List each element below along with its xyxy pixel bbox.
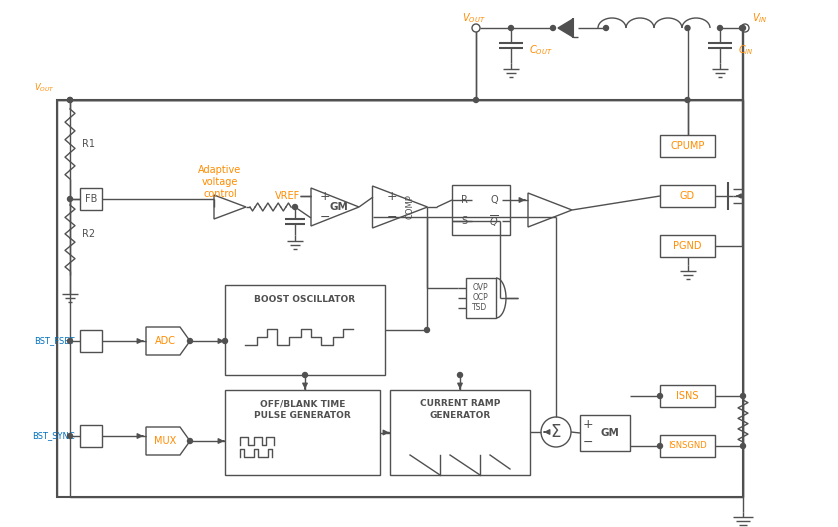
Circle shape <box>741 444 746 448</box>
Bar <box>225 285 385 375</box>
Circle shape <box>425 327 430 333</box>
Text: OVP: OVP <box>472 284 488 292</box>
Text: FB: FB <box>85 194 97 204</box>
Bar <box>660 135 715 157</box>
Bar <box>660 385 715 407</box>
Bar <box>580 415 630 451</box>
Circle shape <box>188 438 193 444</box>
Text: ISNSGND: ISNSGND <box>668 442 707 451</box>
Text: GENERATOR: GENERATOR <box>429 411 490 419</box>
Text: VREF: VREF <box>275 191 300 201</box>
Text: Adaptive: Adaptive <box>199 165 241 175</box>
Bar <box>80 330 102 352</box>
Circle shape <box>551 25 556 31</box>
Circle shape <box>685 25 690 31</box>
Bar <box>390 390 530 475</box>
Circle shape <box>658 444 663 448</box>
Text: ISNS: ISNS <box>676 391 699 401</box>
Text: $V_{OUT}$: $V_{OUT}$ <box>34 82 55 94</box>
Circle shape <box>685 97 690 102</box>
Text: control: control <box>203 189 237 199</box>
Text: $\overline{Q}$: $\overline{Q}$ <box>489 213 499 229</box>
Bar <box>452 185 510 235</box>
Text: MUX: MUX <box>154 436 176 446</box>
Bar <box>80 188 102 210</box>
Text: BST_SYNC: BST_SYNC <box>32 432 75 441</box>
Circle shape <box>458 373 463 377</box>
Text: BOOST OSCILLATOR: BOOST OSCILLATOR <box>255 295 355 304</box>
Text: TSD: TSD <box>473 304 488 313</box>
Text: +: + <box>319 190 330 203</box>
Text: −: − <box>320 210 330 223</box>
Circle shape <box>603 25 608 31</box>
Text: +: + <box>582 418 593 432</box>
Text: −: − <box>387 210 397 223</box>
Circle shape <box>472 24 480 32</box>
Circle shape <box>658 394 663 398</box>
Text: Q: Q <box>490 195 498 205</box>
Text: GM: GM <box>329 202 349 212</box>
Text: $V_{IN}$: $V_{IN}$ <box>753 11 768 25</box>
Circle shape <box>741 24 749 32</box>
Text: voltage: voltage <box>202 177 238 187</box>
Text: OCP: OCP <box>472 294 488 302</box>
Text: $C_{OUT}$: $C_{OUT}$ <box>529 43 553 57</box>
Text: Σ: Σ <box>551 423 561 441</box>
Polygon shape <box>373 186 427 228</box>
Bar <box>660 235 715 257</box>
Text: −: − <box>582 435 593 448</box>
Text: CURRENT RAMP: CURRENT RAMP <box>420 399 500 408</box>
Circle shape <box>473 97 478 102</box>
Text: R2: R2 <box>82 229 96 239</box>
Text: GM: GM <box>601 428 619 438</box>
Circle shape <box>68 338 73 344</box>
Text: PGND: PGND <box>673 241 701 251</box>
Text: BST_FSET: BST_FSET <box>34 337 75 346</box>
Bar <box>660 435 715 457</box>
Circle shape <box>223 338 227 344</box>
Circle shape <box>292 204 297 210</box>
Circle shape <box>741 25 746 31</box>
Bar <box>466 278 496 318</box>
Circle shape <box>188 338 193 344</box>
Circle shape <box>509 25 514 31</box>
Circle shape <box>739 25 744 31</box>
Text: COMP: COMP <box>406 194 415 219</box>
Text: GD: GD <box>680 191 695 201</box>
Circle shape <box>541 417 571 447</box>
Text: +: + <box>386 190 397 203</box>
Circle shape <box>68 197 73 201</box>
Bar <box>80 425 102 447</box>
Circle shape <box>68 97 73 102</box>
Circle shape <box>68 434 73 438</box>
Polygon shape <box>146 427 190 455</box>
Bar <box>57 100 743 497</box>
Polygon shape <box>146 327 190 355</box>
Bar <box>660 185 715 207</box>
Text: $V_{OUT}$: $V_{OUT}$ <box>463 11 486 25</box>
Text: R1: R1 <box>82 139 95 149</box>
Circle shape <box>717 25 722 31</box>
Text: OFF/BLANK TIME: OFF/BLANK TIME <box>260 399 345 408</box>
Circle shape <box>303 373 308 377</box>
Text: $C_{IN}$: $C_{IN}$ <box>738 43 753 57</box>
Polygon shape <box>528 193 572 227</box>
Text: PULSE GENERATOR: PULSE GENERATOR <box>254 411 351 419</box>
Text: ADC: ADC <box>154 336 175 346</box>
Polygon shape <box>311 188 359 226</box>
Polygon shape <box>558 19 573 37</box>
Bar <box>225 390 380 475</box>
Circle shape <box>68 97 73 102</box>
Text: R: R <box>461 195 468 205</box>
Circle shape <box>741 394 746 398</box>
Text: CPUMP: CPUMP <box>670 141 705 151</box>
Polygon shape <box>214 195 246 219</box>
Text: S: S <box>461 216 467 226</box>
